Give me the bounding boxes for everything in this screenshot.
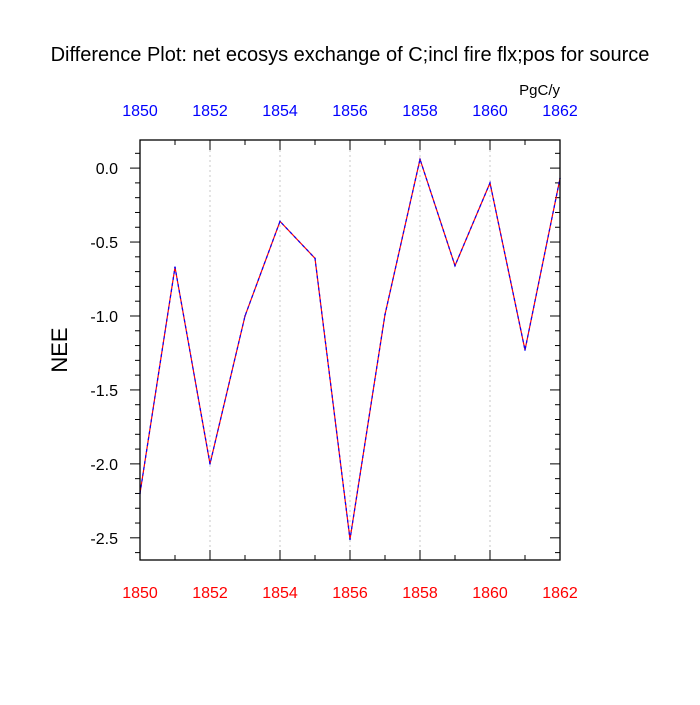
y-tick-label: 0.0 — [96, 161, 118, 178]
series-point — [244, 315, 246, 317]
y-tick-label: -1.0 — [90, 309, 118, 326]
x-tick-label-top: 1856 — [332, 103, 368, 120]
y-tick-label: -0.5 — [90, 235, 118, 252]
series-point — [489, 182, 491, 184]
x-tick-label-top: 1854 — [262, 103, 298, 120]
x-tick-label-top: 1850 — [122, 103, 158, 120]
x-tick-label-top: 1858 — [402, 103, 438, 120]
grid-lines — [209, 140, 491, 560]
x-tick-label-bottom: 1856 — [332, 585, 368, 602]
tick-labels: 1850 1852 1854 1856 1858 1860 1862 1850 1852 1854… — [90, 103, 577, 602]
x-tick-label-bottom: 1854 — [262, 585, 298, 602]
chart-title: Difference Plot: net ecosys exchange of … — [51, 44, 650, 66]
y-tick-label: -1.5 — [90, 383, 118, 400]
x-tick-label-top: 1852 — [192, 103, 228, 120]
x-tick-label-top: 1862 — [542, 103, 578, 120]
series-point — [209, 463, 211, 465]
x-tick-label-bottom: 1860 — [472, 585, 508, 602]
series-point — [419, 158, 421, 161]
x-tick-label-bottom: 1862 — [542, 585, 578, 602]
series-point — [314, 257, 316, 260]
x-tick-label-bottom: 1858 — [402, 585, 438, 602]
units-label: PgC/y — [519, 82, 560, 99]
series-point — [524, 349, 526, 351]
y-axis-label: NEE — [47, 327, 72, 372]
series-point — [349, 538, 351, 541]
series-point — [384, 313, 386, 316]
x-tick-label-bottom: 1852 — [192, 585, 228, 602]
y-tick-label: -2.0 — [90, 457, 118, 474]
y-tick-label: -2.5 — [90, 531, 118, 548]
series-point — [174, 266, 176, 268]
plot-frame — [139, 139, 561, 561]
x-tick-label-bottom: 1850 — [122, 585, 158, 602]
series-point — [454, 264, 456, 267]
series-point — [279, 220, 281, 223]
x-tick-label-top: 1860 — [472, 103, 508, 120]
